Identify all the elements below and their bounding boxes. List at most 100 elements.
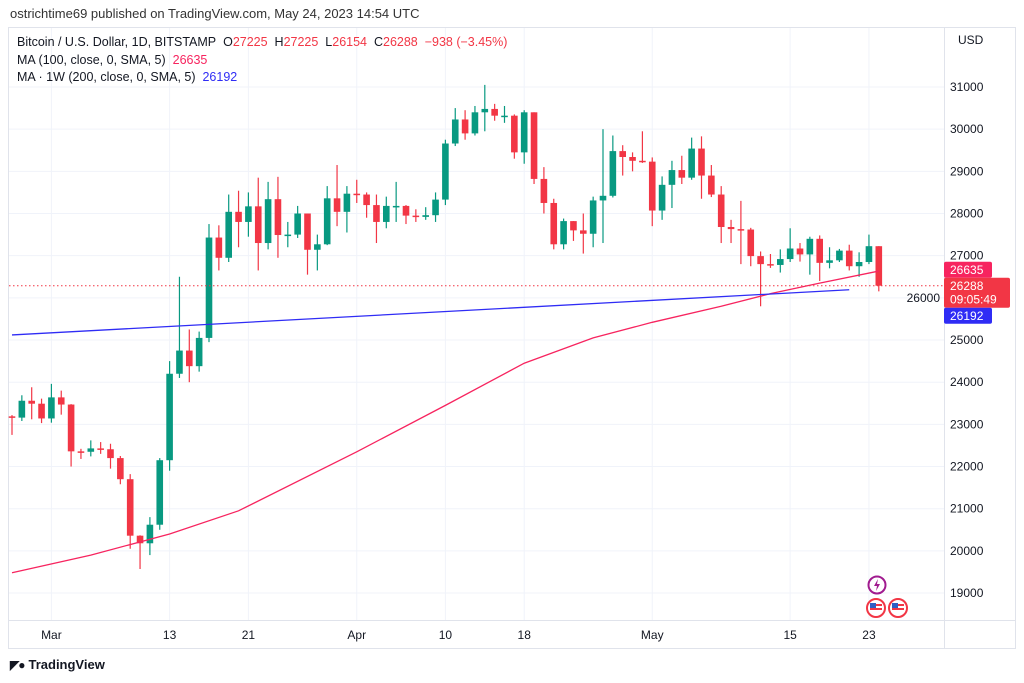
candle-body <box>481 108 489 113</box>
x-tick-label: 21 <box>242 628 256 642</box>
ma200w-value: 26192 <box>202 70 238 84</box>
candle-body <box>875 246 883 286</box>
candle-down <box>845 244 853 271</box>
open-value: 27225 <box>232 35 268 49</box>
candle-down <box>57 390 65 415</box>
ma100-price-tag: 26635 <box>950 263 984 277</box>
candle-up <box>451 108 459 147</box>
candle-down <box>186 329 193 383</box>
candle-down <box>757 251 764 307</box>
candle-body <box>520 112 528 153</box>
y-tick-label: 27000 <box>950 249 984 263</box>
candle-up <box>688 137 695 180</box>
candle-down <box>412 209 420 222</box>
candle-down <box>8 415 16 435</box>
candle-down <box>77 448 85 459</box>
candle-body <box>117 458 124 480</box>
candle-down <box>363 192 370 218</box>
close-label: C <box>373 35 383 49</box>
candle-body <box>107 449 114 459</box>
candle-up <box>225 194 232 263</box>
candle-body <box>767 264 774 266</box>
y-tick-label: 22000 <box>950 460 984 474</box>
candle-down <box>708 165 715 198</box>
legend-ma200w-row[interactable]: MA · 1W (200, close, 0, SMA, 5) 26192 <box>17 69 507 87</box>
candle-body <box>363 194 370 206</box>
y-tick-label: 31000 <box>950 80 984 94</box>
candle-down <box>678 155 686 184</box>
candle-up <box>501 105 508 123</box>
candle-body <box>402 205 410 216</box>
candle-body <box>126 479 134 536</box>
ma100-label: MA (100, close, 0, SMA, 5) <box>17 52 166 67</box>
candle-up <box>865 234 873 265</box>
candle-body <box>609 151 617 196</box>
candle-down <box>816 235 823 281</box>
candle-up <box>323 186 331 246</box>
candle-down <box>550 198 558 250</box>
candle-body <box>146 524 154 544</box>
legend-symbol[interactable]: Bitcoin / U.S. Dollar, 1D, BITSTAMP <box>17 35 217 49</box>
candle-down <box>580 213 587 254</box>
candle-up <box>422 207 429 220</box>
candle-up <box>18 395 26 421</box>
last-price-tag-bg <box>944 277 1010 308</box>
low-value: 26154 <box>332 35 368 49</box>
candle-down <box>491 103 498 121</box>
candle-body <box>195 337 203 367</box>
high-label: H <box>274 35 284 49</box>
x-tick-label: Mar <box>41 628 62 642</box>
change-value: −938 (−3.45%) <box>424 35 508 49</box>
candle-body <box>678 170 686 178</box>
candle-down <box>727 219 735 244</box>
ma200w-line <box>11 289 850 336</box>
x-tick-label: 13 <box>163 628 177 642</box>
candle-body <box>550 202 558 245</box>
candle-down <box>107 443 114 469</box>
candle-body <box>471 112 479 134</box>
candle-up <box>314 234 321 271</box>
legend-symbol-row: Bitcoin / U.S. Dollar, 1D, BITSTAMP O272… <box>17 34 507 52</box>
candle-body <box>629 157 636 161</box>
candle-body <box>8 416 16 418</box>
candle-body <box>461 119 469 134</box>
candle-body <box>225 211 232 258</box>
candle-down <box>629 152 636 172</box>
candle-down <box>619 145 626 176</box>
candle-body <box>333 198 341 212</box>
candle-body <box>48 397 55 419</box>
candle-up <box>599 129 607 244</box>
y-tick-label: 26000 <box>907 291 941 305</box>
candle-body <box>77 451 85 453</box>
candle-body <box>176 350 183 374</box>
candle-body <box>215 237 223 258</box>
y-tick-label: 25000 <box>950 333 984 347</box>
high-value: 27225 <box>283 35 319 49</box>
candle-body <box>806 238 814 255</box>
candle-body <box>560 221 567 245</box>
candle-body <box>796 248 804 255</box>
candle-body <box>304 213 311 250</box>
candle-body <box>245 206 252 222</box>
candle-body <box>432 199 439 216</box>
y-tick-label: 21000 <box>950 502 984 516</box>
lightning-icon[interactable] <box>867 575 887 600</box>
chart-frame <box>8 27 1016 649</box>
currency-label[interactable]: USD <box>958 33 984 47</box>
candle-up <box>166 361 173 471</box>
candle-up <box>826 247 833 269</box>
tradingview-branding[interactable]: ◤● TradingView <box>10 657 105 672</box>
candle-body <box>442 143 449 200</box>
x-tick-label: 18 <box>518 628 532 642</box>
candle-up <box>836 248 843 263</box>
candle-down <box>215 225 223 271</box>
candle-up <box>481 84 489 132</box>
candle-body <box>836 250 843 261</box>
candle-up <box>245 192 252 237</box>
us-flag-icon[interactable] <box>866 598 908 623</box>
candle-down <box>126 474 134 549</box>
candle-body <box>501 115 508 118</box>
candle-down <box>796 243 804 262</box>
legend-ma100-row[interactable]: MA (100, close, 0, SMA, 5) 26635 <box>17 52 507 70</box>
